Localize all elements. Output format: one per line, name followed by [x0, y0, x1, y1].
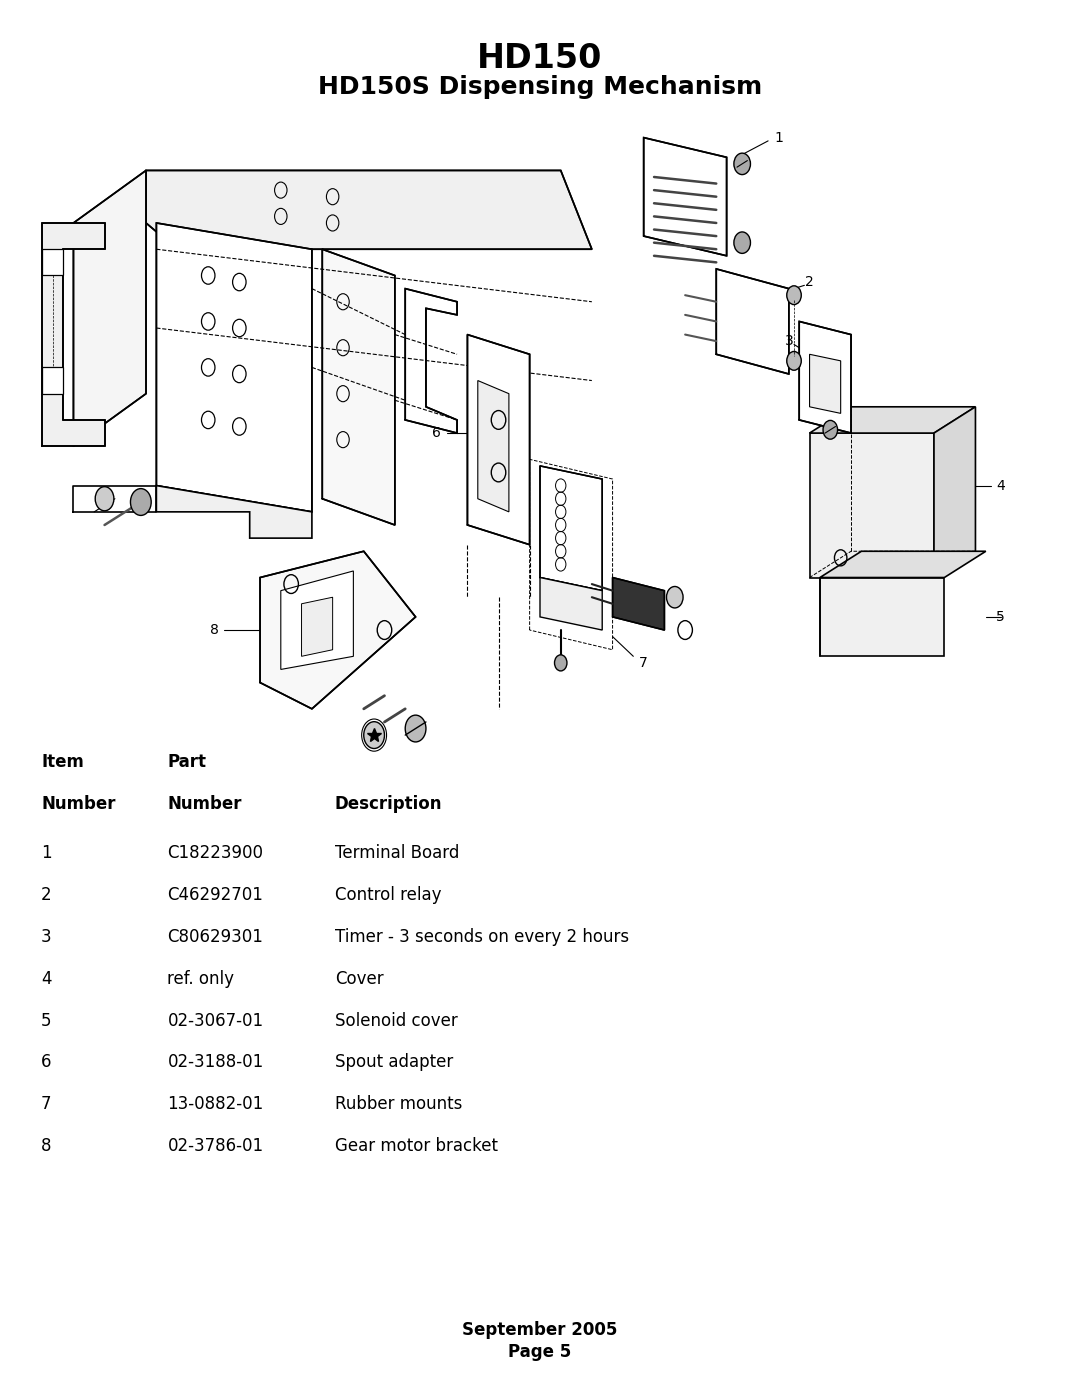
Text: HD150: HD150	[477, 42, 603, 75]
Text: 7: 7	[41, 1095, 52, 1113]
Polygon shape	[810, 407, 975, 433]
Circle shape	[405, 715, 426, 742]
Text: C46292701: C46292701	[167, 886, 264, 904]
Circle shape	[823, 420, 838, 439]
Polygon shape	[42, 249, 63, 275]
Polygon shape	[301, 598, 333, 657]
Text: 02-3188-01: 02-3188-01	[167, 1053, 264, 1071]
Text: 2: 2	[806, 275, 814, 289]
Text: Page 5: Page 5	[509, 1344, 571, 1361]
Polygon shape	[73, 170, 146, 446]
Text: Item: Item	[41, 753, 84, 771]
Text: September 2005: September 2005	[462, 1322, 618, 1338]
Circle shape	[786, 286, 801, 305]
Text: Terminal Board: Terminal Board	[335, 844, 459, 862]
Polygon shape	[281, 571, 353, 669]
Polygon shape	[799, 321, 851, 433]
Polygon shape	[42, 367, 63, 394]
Polygon shape	[810, 355, 840, 414]
Circle shape	[95, 486, 113, 511]
Text: 2: 2	[41, 886, 52, 904]
Text: Number: Number	[167, 795, 242, 813]
Text: C80629301: C80629301	[167, 928, 264, 946]
Text: 13-0882-01: 13-0882-01	[167, 1095, 264, 1113]
Polygon shape	[477, 380, 509, 511]
Polygon shape	[540, 577, 603, 630]
Text: Part: Part	[167, 753, 206, 771]
Text: ref. only: ref. only	[167, 970, 234, 988]
Text: Solenoid cover: Solenoid cover	[335, 1011, 458, 1030]
Text: 6: 6	[41, 1053, 52, 1071]
Text: 8: 8	[210, 623, 218, 637]
Polygon shape	[322, 249, 395, 525]
Circle shape	[364, 722, 384, 749]
Text: 1: 1	[774, 130, 783, 145]
Text: Description: Description	[335, 795, 443, 813]
Text: HD150S Dispensing Mechanism: HD150S Dispensing Mechanism	[318, 74, 762, 99]
Text: 3: 3	[41, 928, 52, 946]
Text: 7: 7	[639, 655, 648, 671]
Text: 6: 6	[432, 426, 441, 440]
Circle shape	[666, 587, 683, 608]
Text: 4: 4	[996, 479, 1005, 493]
Text: 5: 5	[996, 610, 1005, 624]
Text: Gear motor bracket: Gear motor bracket	[335, 1137, 498, 1155]
Text: Control relay: Control relay	[335, 886, 442, 904]
Polygon shape	[644, 138, 727, 256]
Text: 02-3786-01: 02-3786-01	[167, 1137, 264, 1155]
Circle shape	[678, 620, 692, 640]
Circle shape	[554, 655, 567, 671]
Text: C18223900: C18223900	[167, 844, 264, 862]
Polygon shape	[146, 170, 592, 249]
Text: Timer - 3 seconds on every 2 hours: Timer - 3 seconds on every 2 hours	[335, 928, 629, 946]
Polygon shape	[468, 335, 529, 545]
Polygon shape	[810, 433, 934, 577]
Polygon shape	[260, 552, 416, 708]
Polygon shape	[612, 577, 664, 630]
Polygon shape	[157, 486, 312, 538]
Text: Cover: Cover	[335, 970, 383, 988]
Circle shape	[131, 489, 151, 515]
Polygon shape	[540, 467, 603, 591]
Text: Number: Number	[41, 795, 116, 813]
Polygon shape	[405, 289, 457, 433]
Circle shape	[786, 352, 801, 370]
Text: 02-3067-01: 02-3067-01	[167, 1011, 264, 1030]
Text: Spout adapter: Spout adapter	[335, 1053, 453, 1071]
Text: 1: 1	[41, 844, 52, 862]
Text: 4: 4	[41, 970, 52, 988]
Polygon shape	[934, 407, 975, 577]
Polygon shape	[820, 577, 944, 657]
Polygon shape	[820, 552, 986, 577]
Text: Rubber mounts: Rubber mounts	[335, 1095, 462, 1113]
Circle shape	[734, 232, 751, 253]
Polygon shape	[716, 268, 788, 374]
Text: 8: 8	[41, 1137, 52, 1155]
Polygon shape	[157, 224, 312, 511]
Text: 3: 3	[784, 334, 793, 348]
Text: 5: 5	[41, 1011, 52, 1030]
Polygon shape	[42, 224, 105, 446]
Circle shape	[734, 154, 751, 175]
